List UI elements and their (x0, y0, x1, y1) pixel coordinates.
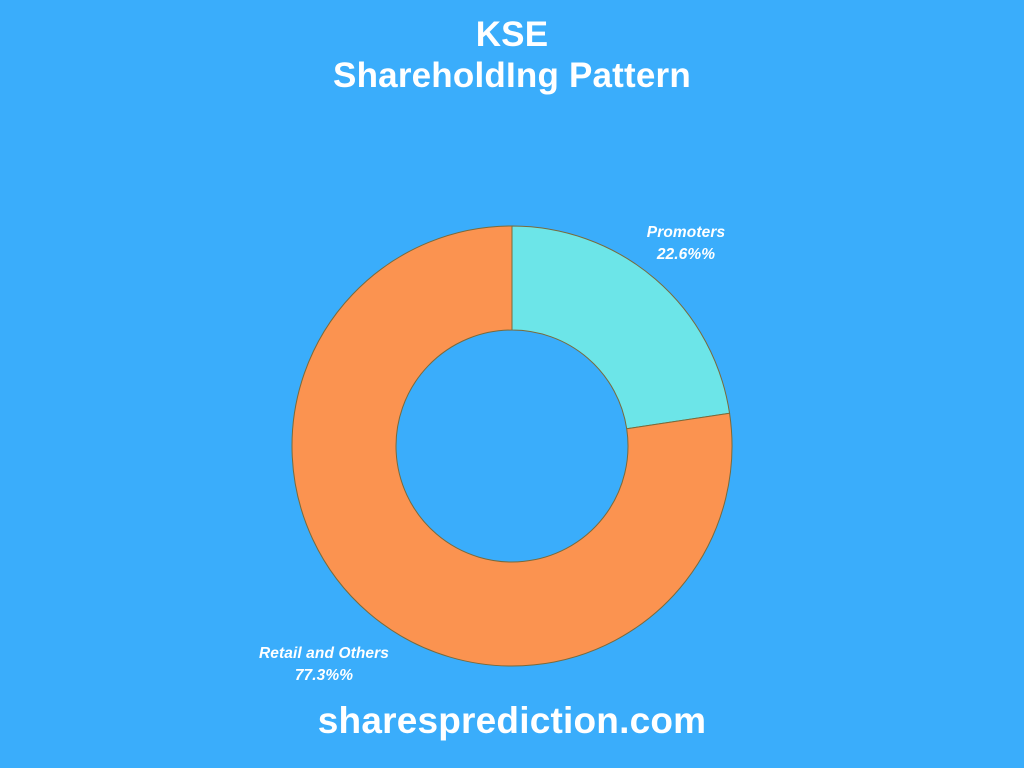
donut-slice (511, 225, 731, 430)
page-title: KSE ShareholdIng Pattern (0, 14, 1024, 97)
donut-slice (291, 225, 733, 667)
slice-label-promoters-value: 22.6%% (656, 246, 716, 263)
slice-label-retail-value: 77.3%% (294, 667, 354, 684)
title-line-1: KSE (475, 15, 549, 54)
slice-label-retail: Retail and Others 77.3%% (244, 643, 404, 687)
footer-watermark: sharesprediction.com (317, 700, 707, 741)
slice-label-promoters-name: Promoters (646, 224, 726, 241)
title-line-2: ShareholdIng Pattern (333, 56, 691, 96)
donut-slice-group (291, 225, 733, 667)
slice-label-promoters: Promoters 22.6%% (638, 222, 734, 266)
slice-label-retail-name: Retail and Others (258, 645, 390, 662)
